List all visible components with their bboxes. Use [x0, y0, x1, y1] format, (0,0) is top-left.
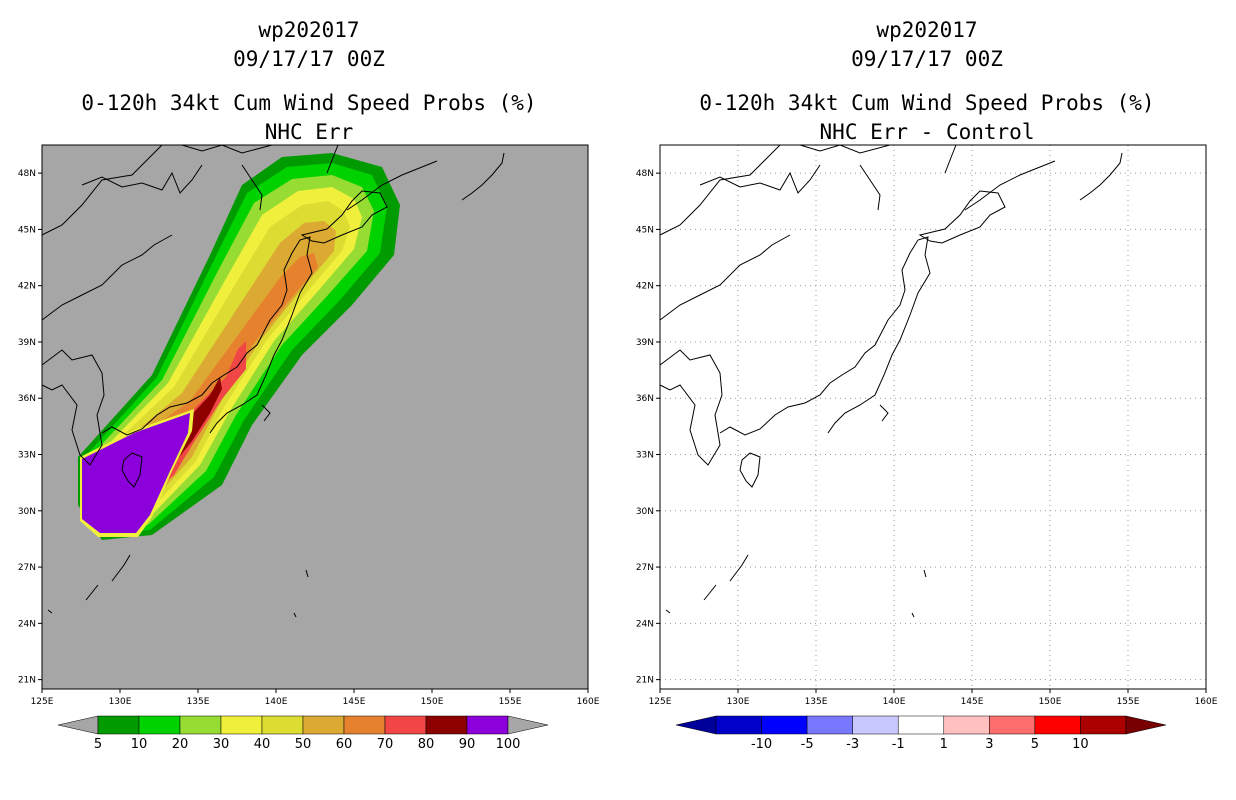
lat-tick-label: 33N [636, 451, 654, 461]
left-subtitle: NHC Err [264, 120, 354, 144]
colorbar-swatch [897, 715, 945, 735]
colorbar-swatch [943, 715, 990, 735]
lat-tick-label: 27N [636, 563, 654, 573]
colorbar-label: 100 [496, 737, 521, 752]
lat-tick-label: 48N [636, 169, 654, 179]
colorbar-left-arrow [57, 715, 99, 735]
colorbar-label: 90 [459, 737, 476, 752]
colorbar-swatch [384, 715, 427, 735]
lon-tick-label: 145E [343, 697, 366, 707]
right-difference-map: 125E 130E 135E 140E 145E 150E 155E 160E 21N 24N 27… [636, 144, 1218, 707]
left-axis-ticks: 125E 130E 135E 140E 145E 150E 155E 160E 21N 24N 27… [18, 169, 600, 707]
right-colorbar: -10 -5 -3 -1 1 3 5 10 [675, 715, 1167, 752]
lon-tick-label: 140E [265, 697, 288, 707]
right-subtitle: NHC Err - Control [819, 120, 1035, 144]
lat-tick-label: 45N [636, 225, 654, 235]
lat-tick-label: 24N [636, 619, 654, 629]
lon-tick-label: 155E [499, 697, 522, 707]
colorbar-swatch [466, 715, 509, 735]
lat-tick-label: 45N [18, 225, 36, 235]
colorbar-label: 5 [1031, 737, 1039, 752]
colorbar-label: 20 [172, 737, 189, 752]
lat-tick-label: 39N [636, 338, 654, 348]
lon-tick-label: 160E [577, 697, 600, 707]
lon-tick-label: 145E [961, 697, 984, 707]
colorbar-swatch [806, 715, 853, 735]
left-datetime: 09/17/17 00Z [233, 47, 385, 71]
lat-tick-label: 42N [18, 282, 36, 292]
colorbar-label: -5 [801, 737, 814, 752]
band-100 [82, 413, 190, 533]
lon-tick-label: 130E [109, 697, 132, 707]
right-storm-id: wp202017 [876, 18, 978, 42]
colorbar-left-arrow [675, 715, 717, 735]
colorbar-label: 70 [377, 737, 394, 752]
left-colorbar: 5 10 20 30 40 50 60 70 80 90 100 [57, 715, 549, 752]
colorbar-right-arrow [507, 715, 549, 735]
colorbar-swatch [179, 715, 222, 735]
lat-tick-label: 33N [18, 451, 36, 461]
colorbar-swatch [425, 715, 468, 735]
lat-tick-label: 36N [18, 394, 36, 404]
colorbar-label: 30 [213, 737, 230, 752]
colorbar-swatch [220, 715, 263, 735]
colorbar-label: 5 [94, 737, 102, 752]
lat-tick-label: 39N [18, 338, 36, 348]
lon-tick-label: 135E [805, 697, 828, 707]
left-product-title: 0-120h 34kt Cum Wind Speed Probs (%) [81, 91, 537, 115]
colorbar-swatch [302, 715, 345, 735]
lon-tick-label: 130E [727, 697, 750, 707]
lat-tick-label: 48N [18, 169, 36, 179]
colorbar-swatch [761, 715, 808, 735]
colorbar-swatch [1034, 715, 1081, 735]
lat-tick-label: 30N [18, 507, 36, 517]
colorbar-swatch [715, 715, 762, 735]
colorbar-label: 80 [418, 737, 435, 752]
left-probability-map: 125E 130E 135E 140E 145E 150E 155E 160E 21N 24N 27… [18, 144, 600, 707]
lon-tick-label: 140E [883, 697, 906, 707]
lat-tick-label: 36N [636, 394, 654, 404]
lat-tick-label: 24N [18, 619, 36, 629]
colorbar-swatch [138, 715, 181, 735]
lon-tick-label: 125E [31, 697, 54, 707]
lon-tick-label: 160E [1195, 697, 1218, 707]
lat-tick-label: 27N [18, 563, 36, 573]
lat-tick-label: 42N [636, 282, 654, 292]
colorbar-label: 10 [131, 737, 148, 752]
colorbar-label: 10 [1072, 737, 1089, 752]
right-coastlines [659, 144, 1123, 618]
lon-tick-label: 150E [421, 697, 444, 707]
lon-tick-label: 125E [649, 697, 672, 707]
colorbar-right-arrow [1125, 715, 1167, 735]
lon-tick-label: 155E [1117, 697, 1140, 707]
lat-tick-label: 21N [18, 676, 36, 686]
colorbar-swatch [343, 715, 386, 735]
colorbar-label: -10 [751, 737, 772, 752]
colorbar-label: -3 [846, 737, 859, 752]
lat-tick-label: 30N [636, 507, 654, 517]
colorbar-swatch [989, 715, 1036, 735]
colorbar-swatch [1080, 715, 1127, 735]
colorbar-swatch [261, 715, 304, 735]
colorbar-label: -1 [892, 737, 905, 752]
colorbar-label: 50 [295, 737, 312, 752]
right-product-title: 0-120h 34kt Cum Wind Speed Probs (%) [699, 91, 1155, 115]
lon-tick-label: 150E [1039, 697, 1062, 707]
colorbar-swatch [97, 715, 140, 735]
right-axis-ticks: 125E 130E 135E 140E 145E 150E 155E 160E 21N 24N 27… [636, 169, 1218, 707]
colorbar-label: 1 [940, 737, 948, 752]
colorbar-label: 3 [985, 737, 993, 752]
left-islands [47, 152, 505, 618]
right-datetime: 09/17/17 00Z [851, 47, 1003, 71]
colorbar-label: 40 [254, 737, 271, 752]
colorbar-label: 60 [336, 737, 353, 752]
colorbar-swatch [852, 715, 899, 735]
left-storm-id: wp202017 [258, 18, 360, 42]
lat-tick-label: 21N [636, 676, 654, 686]
lon-tick-label: 135E [187, 697, 210, 707]
right-ocean-background [660, 145, 1206, 689]
right-gridlines [660, 145, 1206, 689]
